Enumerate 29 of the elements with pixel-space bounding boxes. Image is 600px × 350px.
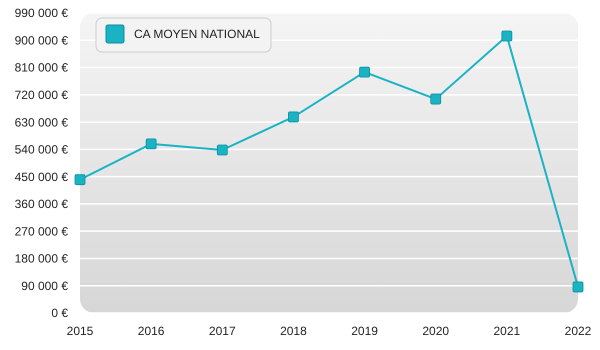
x-tick-label: 2019 [351,324,378,338]
x-tick-label: 2018 [280,324,308,338]
point [572,282,584,292]
x-tick-label: 2015 [66,324,94,338]
y-tick-label: 810 000 € [14,60,68,75]
y-tick-label: 450 000 € [14,170,68,184]
y-tick-label: 0 € [51,306,68,320]
point [146,138,157,150]
y-tick-label: 540 000 € [14,142,68,157]
point [430,94,442,104]
point [288,112,299,122]
x-tick-label: 2017 [208,324,236,338]
y-tick-label: 630 000 € [14,115,68,130]
point [74,174,86,186]
y-tick-label: 990 000 € [14,6,68,20]
point [359,66,370,78]
y-tick-label: 360 000 € [14,197,68,212]
x-tick-label: 2016 [138,324,165,338]
x-tick-label: 2022 [564,324,592,338]
y-tick-label: 900 000 € [14,33,68,48]
y-tick-label: 720 000 € [14,88,68,102]
point [216,144,228,156]
y-tick-label: 180 000 € [14,252,68,266]
point [501,30,512,42]
legend-label: CA MOYEN NATIONAL [134,27,260,42]
x-tick-label: 2021 [494,324,521,338]
x-tick-label: 2020 [422,324,450,338]
y-tick-label: 270 000 € [14,224,68,238]
y-tick-label: 90 000 € [21,278,68,293]
